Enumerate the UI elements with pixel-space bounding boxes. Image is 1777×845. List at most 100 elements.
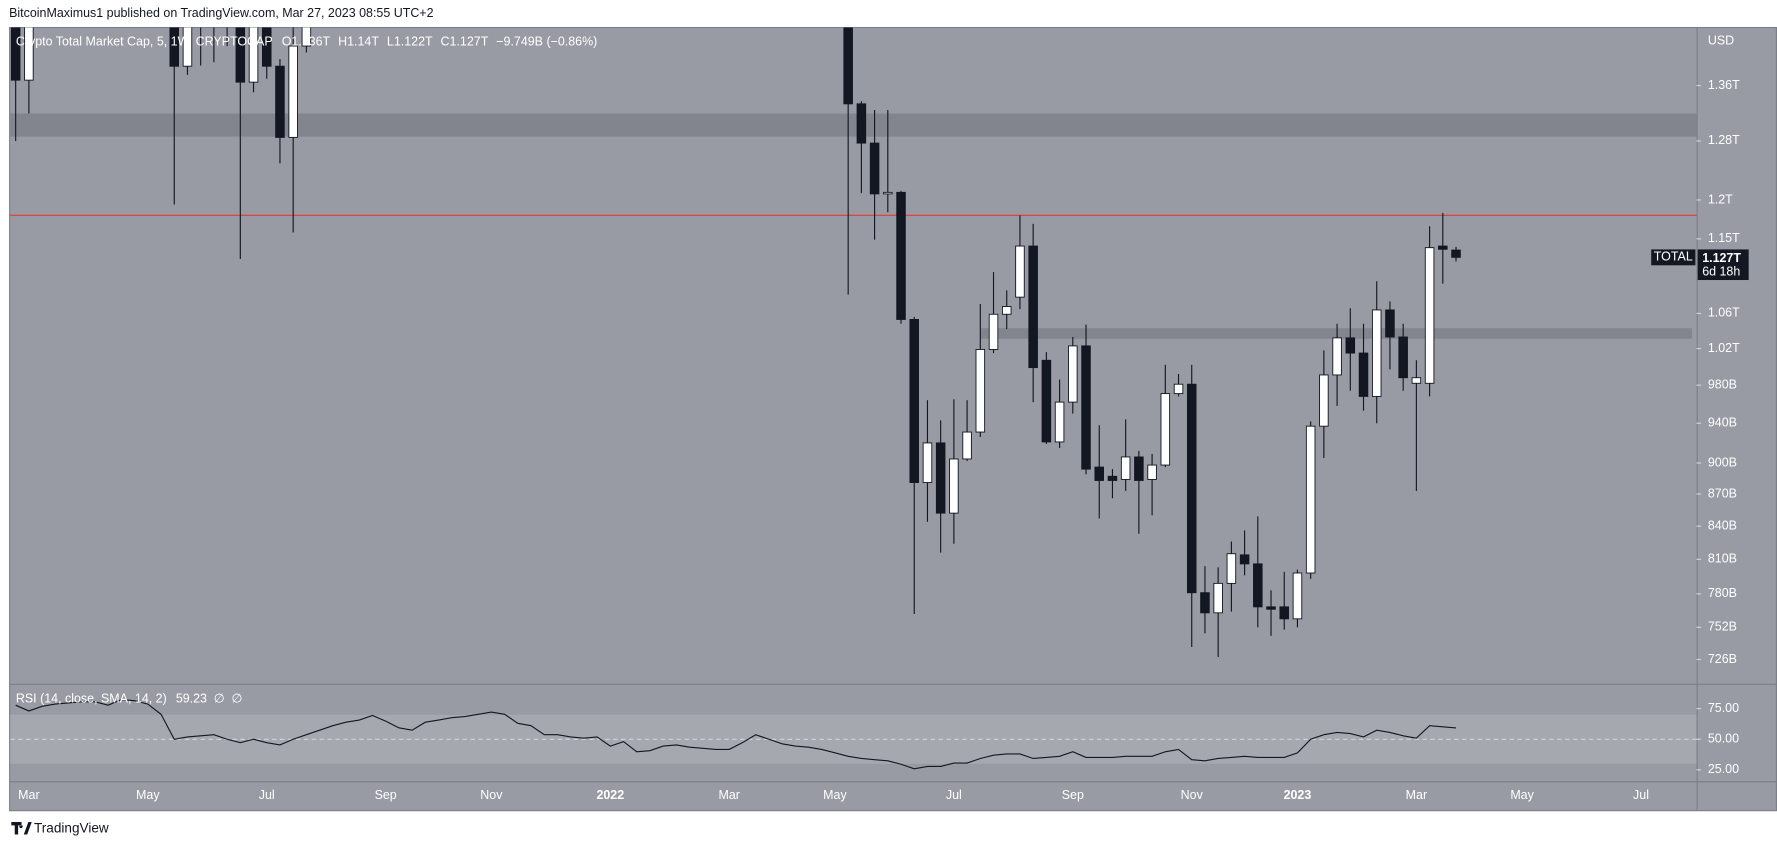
candle-body xyxy=(1134,456,1144,481)
candle-body xyxy=(1266,606,1276,610)
candle-body xyxy=(10,27,21,81)
rsi-name: RSI (14, close, SMA, 14, 2) xyxy=(16,692,167,706)
price-zone xyxy=(980,328,1693,339)
candle-body xyxy=(169,27,180,67)
candle-body xyxy=(869,142,880,195)
candle-body xyxy=(1173,383,1184,395)
candle-body xyxy=(1015,245,1025,298)
y-tick-label: 870B xyxy=(1708,486,1737,500)
y-tick-label: 780B xyxy=(1708,586,1737,600)
x-tick-label: Sep xyxy=(375,788,397,802)
candle-body xyxy=(24,27,34,81)
rsi-extra: ∅ xyxy=(231,692,242,706)
candle-body xyxy=(1319,374,1329,427)
tradingview-logo xyxy=(11,821,32,835)
x-tick-label: May xyxy=(136,788,160,802)
candle-body xyxy=(1279,606,1289,620)
candle-body xyxy=(1438,245,1448,250)
candle-body xyxy=(1358,352,1369,397)
candle-body xyxy=(856,103,867,144)
rsi-extra: ∅ xyxy=(214,692,225,706)
candle-body xyxy=(1226,553,1237,584)
price-zone xyxy=(10,113,1697,137)
ohlc-key: C xyxy=(441,35,450,49)
candle-body xyxy=(1411,377,1422,384)
x-tick-label: Nov xyxy=(1181,788,1204,802)
candle-body xyxy=(949,458,959,514)
x-tick-label: May xyxy=(823,788,847,802)
x-tick-label: Mar xyxy=(1406,788,1427,802)
y-tick-label: 1.36T xyxy=(1708,78,1740,92)
candle-body xyxy=(1120,456,1131,480)
candle-body xyxy=(248,27,259,83)
legend: Crypto Total Market Cap, 5, 1W, CRYPTOCA… xyxy=(16,35,597,49)
candle-body xyxy=(1451,249,1461,258)
countdown-label: 6d 18h xyxy=(1702,264,1740,278)
rsi-legend: RSI (14, close, SMA, 14, 2) 59.23 ∅ ∅ xyxy=(16,692,242,706)
candle-body xyxy=(1160,393,1171,466)
y-tick-label: 75.00 xyxy=(1708,701,1739,715)
y-tick-label: 1.02T xyxy=(1708,341,1740,355)
x-tick-label: Jul xyxy=(259,788,275,802)
candle-body xyxy=(1332,337,1342,376)
x-tick-label: 2023 xyxy=(1284,788,1312,802)
candle-body xyxy=(1041,359,1052,443)
candle-body xyxy=(883,191,893,195)
candle-body xyxy=(896,191,906,320)
candle-body xyxy=(1081,345,1091,470)
candle-body xyxy=(1068,345,1078,403)
candle-body xyxy=(1200,592,1210,614)
x-tick-label: Jul xyxy=(1633,788,1649,802)
y-tick-label: 940B xyxy=(1708,416,1737,430)
candle-body xyxy=(843,27,853,105)
last-price-label: 1.127T xyxy=(1702,251,1741,265)
ohlc-value: 1.14T xyxy=(347,35,379,49)
y-tick-label: 25.00 xyxy=(1708,762,1739,776)
x-tick-label: May xyxy=(1510,788,1534,802)
brand: TradingView xyxy=(34,820,109,835)
candle-body xyxy=(909,319,919,483)
candle-body xyxy=(1028,245,1038,369)
symbol-box xyxy=(1651,249,1696,266)
candle-body xyxy=(1345,337,1356,354)
candle-body xyxy=(1186,383,1197,594)
candle-body xyxy=(1239,554,1250,565)
y-tick-label: 980B xyxy=(1708,377,1737,391)
x-tick-label: Jul xyxy=(946,788,962,802)
y-tick-label: 1.2T xyxy=(1708,192,1733,206)
ohlc-key: L xyxy=(387,35,394,49)
candle-body xyxy=(1094,466,1104,481)
candle-body xyxy=(1001,306,1012,315)
y-tick-label: 726B xyxy=(1708,652,1737,666)
candle-body xyxy=(1213,582,1223,614)
candle-body xyxy=(1054,401,1065,443)
y-tick-label: 1.15T xyxy=(1708,231,1740,245)
legend-series-name: Crypto Total Market Cap, 5, 1W, CRYPTOCA… xyxy=(16,35,273,49)
x-tick-label: Mar xyxy=(719,788,740,802)
candle-body xyxy=(275,65,285,138)
candle-body xyxy=(935,442,946,514)
y-tick-label: 900B xyxy=(1708,455,1737,469)
x-tick-label: Nov xyxy=(480,788,503,802)
candle-body xyxy=(1107,475,1118,481)
candle-body xyxy=(1371,309,1382,397)
ohlc-value: 1.127T xyxy=(450,35,489,49)
candle-body xyxy=(1424,247,1435,384)
y-tick-label: 840B xyxy=(1708,518,1737,532)
ohlc-value: 1.136T xyxy=(291,35,330,49)
price-pane xyxy=(10,27,1697,657)
candle-body xyxy=(962,431,972,460)
candle-body xyxy=(288,45,298,138)
candle-body xyxy=(1147,464,1157,480)
rsi-value: 59.23 xyxy=(176,692,207,706)
ohlc-key: H xyxy=(338,35,347,49)
y-tick-label: 752B xyxy=(1708,620,1737,634)
candle-body xyxy=(1292,572,1303,620)
y-tick-label: 810B xyxy=(1708,552,1737,566)
candle-body xyxy=(235,27,246,83)
y-tick-label: 50.00 xyxy=(1708,732,1739,746)
ohlc-key: O xyxy=(282,35,292,49)
x-tick-label: Mar xyxy=(18,788,39,802)
candle-body xyxy=(1385,309,1395,338)
rsi-line xyxy=(15,698,1457,770)
